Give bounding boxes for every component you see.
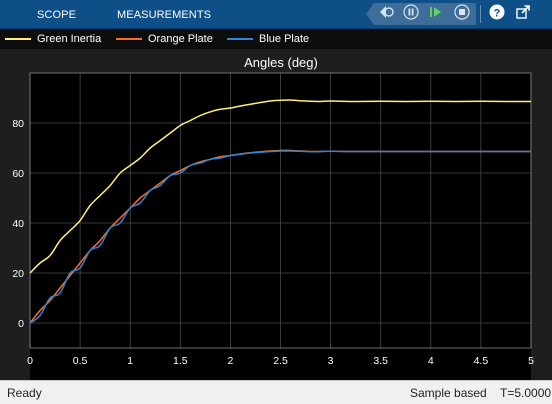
tab-measurements[interactable]: MEASUREMENTS: [117, 9, 212, 21]
legend-item-blue-plate[interactable]: Blue Plate: [227, 32, 317, 46]
legend-item-orange-plate[interactable]: Orange Plate: [116, 32, 216, 46]
x-tick-label: 4.5: [474, 355, 489, 367]
x-tick-label: 3.5: [373, 355, 388, 367]
x-tick-label: 0: [27, 355, 33, 367]
y-tick-label: 0: [18, 318, 24, 330]
tick-labels: 0 0.5 1 1.5 2 2.5 3 3.5 4 4.5 5 0 20 40 60 80: [12, 118, 534, 367]
x-tick-label: 0.5: [73, 355, 88, 367]
grid: [29, 72, 532, 349]
step-forward-icon[interactable]: [428, 4, 444, 20]
legend: Green Inertia Orange Plate Blue Plate: [0, 29, 552, 49]
stop-icon[interactable]: [454, 4, 470, 20]
y-tick-label: 20: [12, 268, 24, 280]
svg-text:?: ?: [494, 7, 501, 19]
x-tick-label: 1: [127, 355, 133, 367]
toolbar-separator: [480, 5, 481, 23]
status-text: Ready: [7, 386, 42, 400]
status-bar: Ready Sample based T=5.0000: [0, 380, 552, 404]
sample-mode: Sample based: [410, 386, 487, 400]
x-tick-label: 2: [227, 355, 233, 367]
data-series: [29, 99, 531, 324]
plot-title: Angles (deg): [244, 55, 318, 70]
undock-icon[interactable]: [515, 4, 531, 20]
legend-swatch-orange-plate: [116, 38, 142, 40]
toolstrip: SCOPE MEASUREMENTS: [0, 0, 552, 29]
series-line-blue-plate: [29, 150, 531, 324]
x-tick-label: 4: [428, 355, 434, 367]
y-tick-label: 80: [12, 118, 24, 130]
help-icon[interactable]: ?: [489, 4, 505, 20]
step-back-icon[interactable]: [378, 4, 394, 20]
legend-label-blue-plate: Blue Plate: [259, 33, 310, 45]
series-line-green-inertia: [29, 99, 531, 274]
legend-label-orange-plate: Orange Plate: [148, 33, 213, 45]
scope-plot[interactable]: Angles (deg) 0 0.5 1 1.5 2 2.5 3 3.5 4 4.5 5 0 20 40 6…: [0, 49, 552, 380]
simulation-controls: [366, 3, 476, 25]
x-tick-label: 3: [328, 355, 334, 367]
x-tick-label: 1.5: [173, 355, 188, 367]
legend-swatch-green-inertia: [5, 38, 31, 40]
y-tick-label: 60: [12, 168, 24, 180]
y-tick-label: 40: [12, 218, 24, 230]
legend-label-green-inertia: Green Inertia: [37, 33, 102, 45]
tab-scope[interactable]: SCOPE: [37, 9, 77, 21]
axes-frame: [29, 72, 532, 349]
x-tick-label: 2.5: [273, 355, 288, 367]
legend-item-green-inertia[interactable]: Green Inertia: [5, 32, 105, 46]
legend-swatch-blue-plate: [227, 38, 253, 40]
pause-icon[interactable]: [403, 4, 419, 20]
simulation-time: T=5.0000: [500, 386, 552, 400]
x-tick-label: 5: [528, 355, 534, 367]
